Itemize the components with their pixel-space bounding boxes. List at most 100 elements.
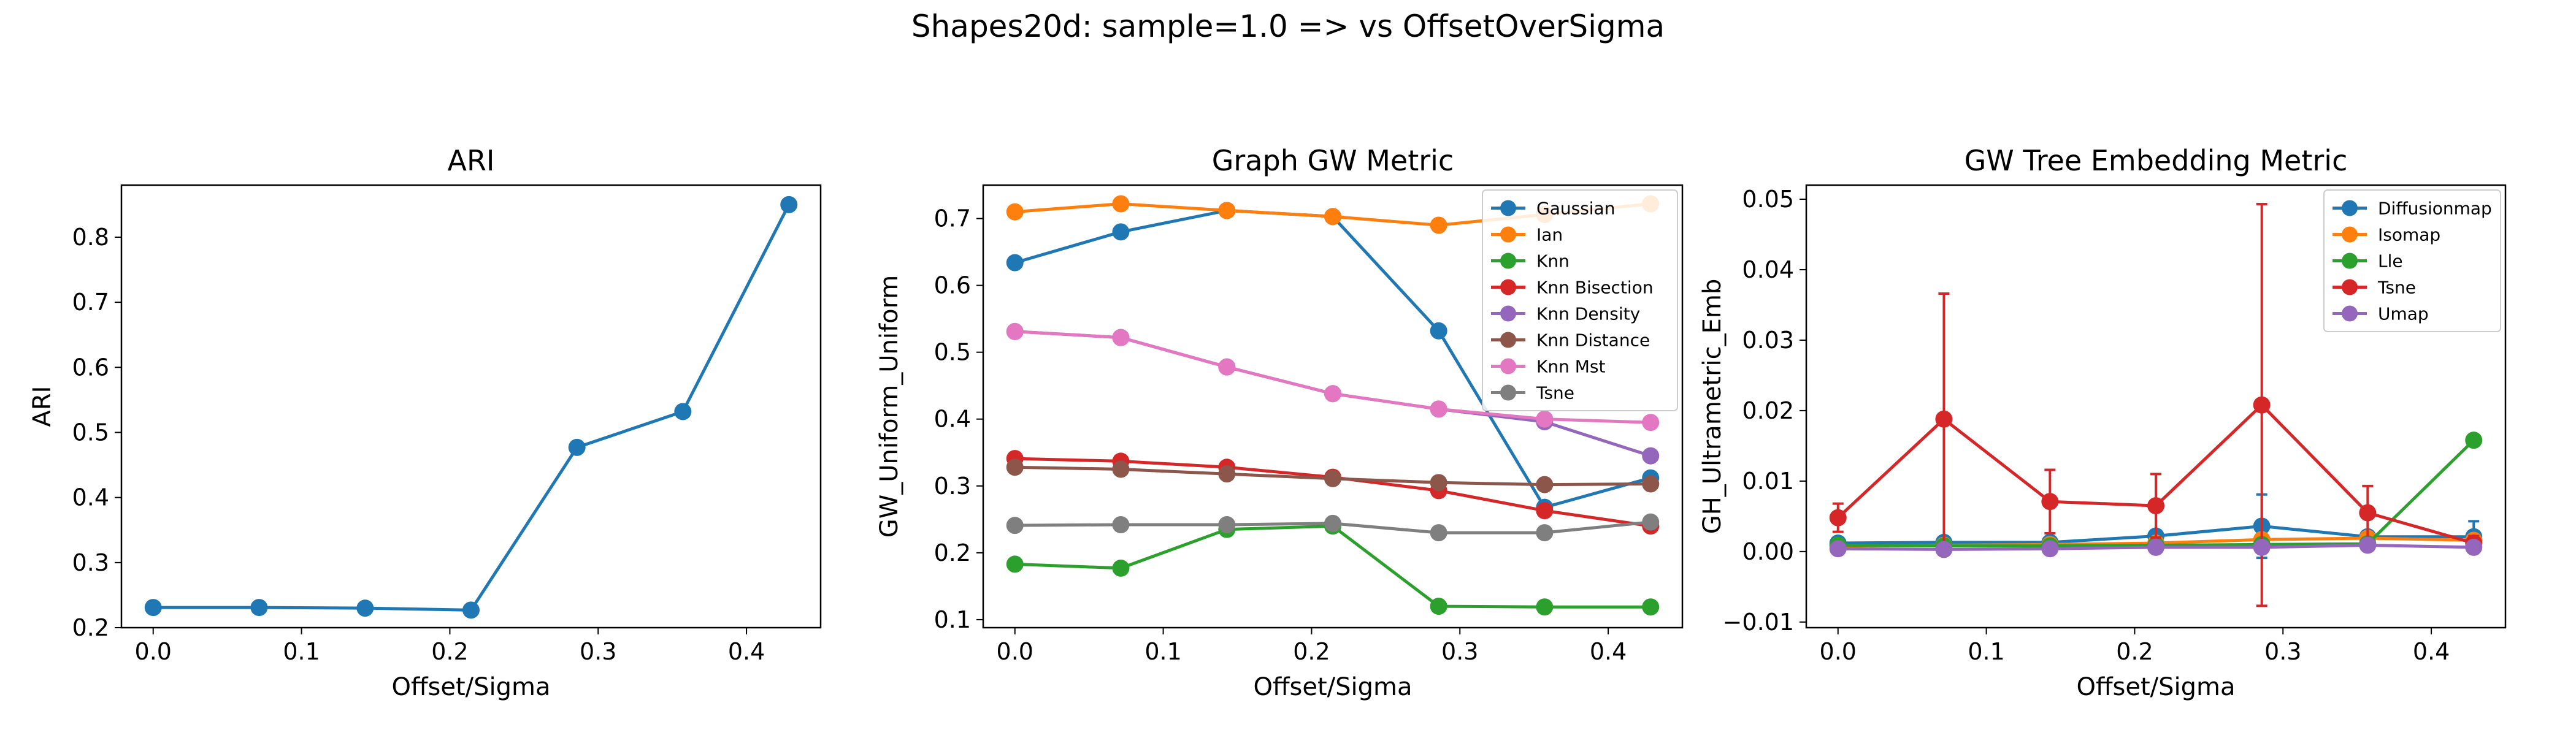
data-point xyxy=(1430,400,1447,418)
chart-panel-2: Graph GW Metric 0.0 0.1 0.2 0.3 0.4 0.1 0.2 0.3 0… xyxy=(875,144,1684,701)
data-point xyxy=(2253,396,2271,414)
x-tick-label: 0.3 xyxy=(1441,638,1478,665)
legend-item: Ian xyxy=(1491,225,1563,245)
data-point xyxy=(1218,465,1236,483)
chart-panel-3: GW Tree Embedding Metric 0.0 0.1 0.2 0.3 0.4 −… xyxy=(1698,144,2507,701)
x-axis-label: Offset/Sigma xyxy=(2076,673,2235,701)
data-point xyxy=(1829,509,1847,527)
data-point xyxy=(1430,216,1447,234)
y-tick-label: 0.04 xyxy=(1742,256,1794,283)
data-point xyxy=(1006,322,1024,340)
data-point xyxy=(1112,559,1130,577)
data-point xyxy=(1642,598,1660,616)
legend-label: Knn Bisection xyxy=(1536,278,1654,298)
series-line xyxy=(1014,524,1651,609)
data-point xyxy=(1642,475,1660,493)
legend-label: Tsne xyxy=(1536,383,1574,403)
legend-item: Isomap xyxy=(2333,225,2440,245)
data-point xyxy=(1112,223,1130,241)
legend-label: Knn xyxy=(1536,251,1570,272)
legend-swatch-marker xyxy=(1500,200,1516,216)
y-tick-label: 0.05 xyxy=(1742,186,1794,213)
legend-item: Knn xyxy=(1491,251,1570,272)
legend-label: Knn Distance xyxy=(1536,330,1650,351)
legend-label: Ian xyxy=(1536,225,1563,245)
y-tick-label: 0.3 xyxy=(934,473,971,500)
legend-item: Knn Bisection xyxy=(1491,278,1654,298)
axes-frame xyxy=(982,184,1684,629)
x-tick-label: 0.3 xyxy=(2264,638,2301,665)
chart-title: GW Tree Embedding Metric xyxy=(1965,144,2348,177)
legend-label: Knn Mst xyxy=(1536,357,1606,377)
y-tick-label: 0.8 xyxy=(72,224,109,251)
data-point xyxy=(1006,203,1024,221)
legend-label: Isomap xyxy=(2378,225,2440,245)
x-tick-label: 0.0 xyxy=(135,638,172,665)
legend-swatch-marker xyxy=(1500,384,1516,401)
legend-item: Knn Mst xyxy=(1491,357,1606,377)
legend-item: Knn Distance xyxy=(1491,330,1650,351)
legend-item: Diffusionmap xyxy=(2333,199,2492,219)
y-tick-label: 0.00 xyxy=(1742,538,1794,565)
legend-swatch-marker xyxy=(1500,332,1516,348)
y-tick-label: 0.4 xyxy=(72,484,109,511)
figure-title: Shapes20d: sample=1.0 => vs OffsetOverSi… xyxy=(911,9,1665,44)
data-point xyxy=(1829,540,1847,558)
legend: Gaussian Ian Knn Knn Bisection Knn Density Kn… xyxy=(1482,189,1678,411)
series-1 xyxy=(144,196,798,619)
data-point xyxy=(1430,598,1447,615)
legend-item: Lle xyxy=(2333,251,2403,272)
data-point xyxy=(2041,540,2059,558)
y-axis-label: GW_Uniform_Uniform xyxy=(875,275,903,538)
data-point xyxy=(1112,460,1130,478)
data-point xyxy=(2253,538,2271,556)
x-tick-label: 0.4 xyxy=(1590,638,1627,665)
data-point xyxy=(1112,195,1130,213)
chart-panels: ARI 0.0 0.1 0.2 0.3 0.4 0.2 0.3 0.4 0.5 0.6 0.7 0.8 O… xyxy=(28,144,2507,701)
x-tick-label: 0.3 xyxy=(580,638,616,665)
legend-swatch-marker xyxy=(2342,305,2358,322)
y-tick-label: 0.7 xyxy=(934,205,971,232)
legend-swatch-marker xyxy=(2342,279,2358,295)
series-6 xyxy=(1006,458,1660,493)
chart-title: Graph GW Metric xyxy=(1212,144,1454,177)
legend-swatch-marker xyxy=(1500,358,1516,375)
data-point xyxy=(780,196,798,213)
data-point xyxy=(1324,470,1341,487)
y-tick-label: 0.5 xyxy=(934,339,971,366)
legend-swatch-marker xyxy=(2342,226,2358,243)
y-axis-label: ARI xyxy=(28,386,56,427)
x-tick-label: 0.2 xyxy=(2116,638,2153,665)
x-tick-label: 0.4 xyxy=(2413,638,2450,665)
data-point xyxy=(1536,524,1554,542)
y-tick-label: −0.01 xyxy=(1723,609,1794,636)
legend-item: Tsne xyxy=(1491,383,1574,403)
x-tick-label: 0.2 xyxy=(431,638,468,665)
data-point xyxy=(1642,447,1660,465)
legend-label: Lle xyxy=(2378,251,2403,272)
legend-swatch-marker xyxy=(1500,253,1516,269)
y-tick-label: 0.6 xyxy=(72,354,109,381)
x-axis-label: Offset/Sigma xyxy=(1253,673,1412,701)
legend-item: Gaussian xyxy=(1491,199,1615,219)
data-point xyxy=(1642,513,1660,531)
data-point xyxy=(1935,410,1953,428)
y-tick-label: 0.3 xyxy=(72,549,109,576)
data-point xyxy=(1324,208,1341,226)
data-point xyxy=(144,599,162,617)
y-axis-label: GH_Ultrametric_Emb xyxy=(1698,279,1727,534)
data-point xyxy=(1536,476,1554,493)
y-tick-label: 0.2 xyxy=(72,614,109,641)
data-point xyxy=(1430,524,1447,542)
y-tick-label: 0.4 xyxy=(934,406,971,433)
data-point xyxy=(1536,598,1554,616)
data-point xyxy=(1006,458,1024,476)
x-tick-label: 0.0 xyxy=(997,638,1033,665)
data-point xyxy=(1218,358,1236,376)
x-tick-label: 0.1 xyxy=(1968,638,2004,665)
legend-box xyxy=(1482,189,1678,411)
legend-swatch-marker xyxy=(2342,253,2358,269)
y-tick-label: 0.5 xyxy=(72,419,109,446)
legend-label: Gaussian xyxy=(1536,199,1615,219)
